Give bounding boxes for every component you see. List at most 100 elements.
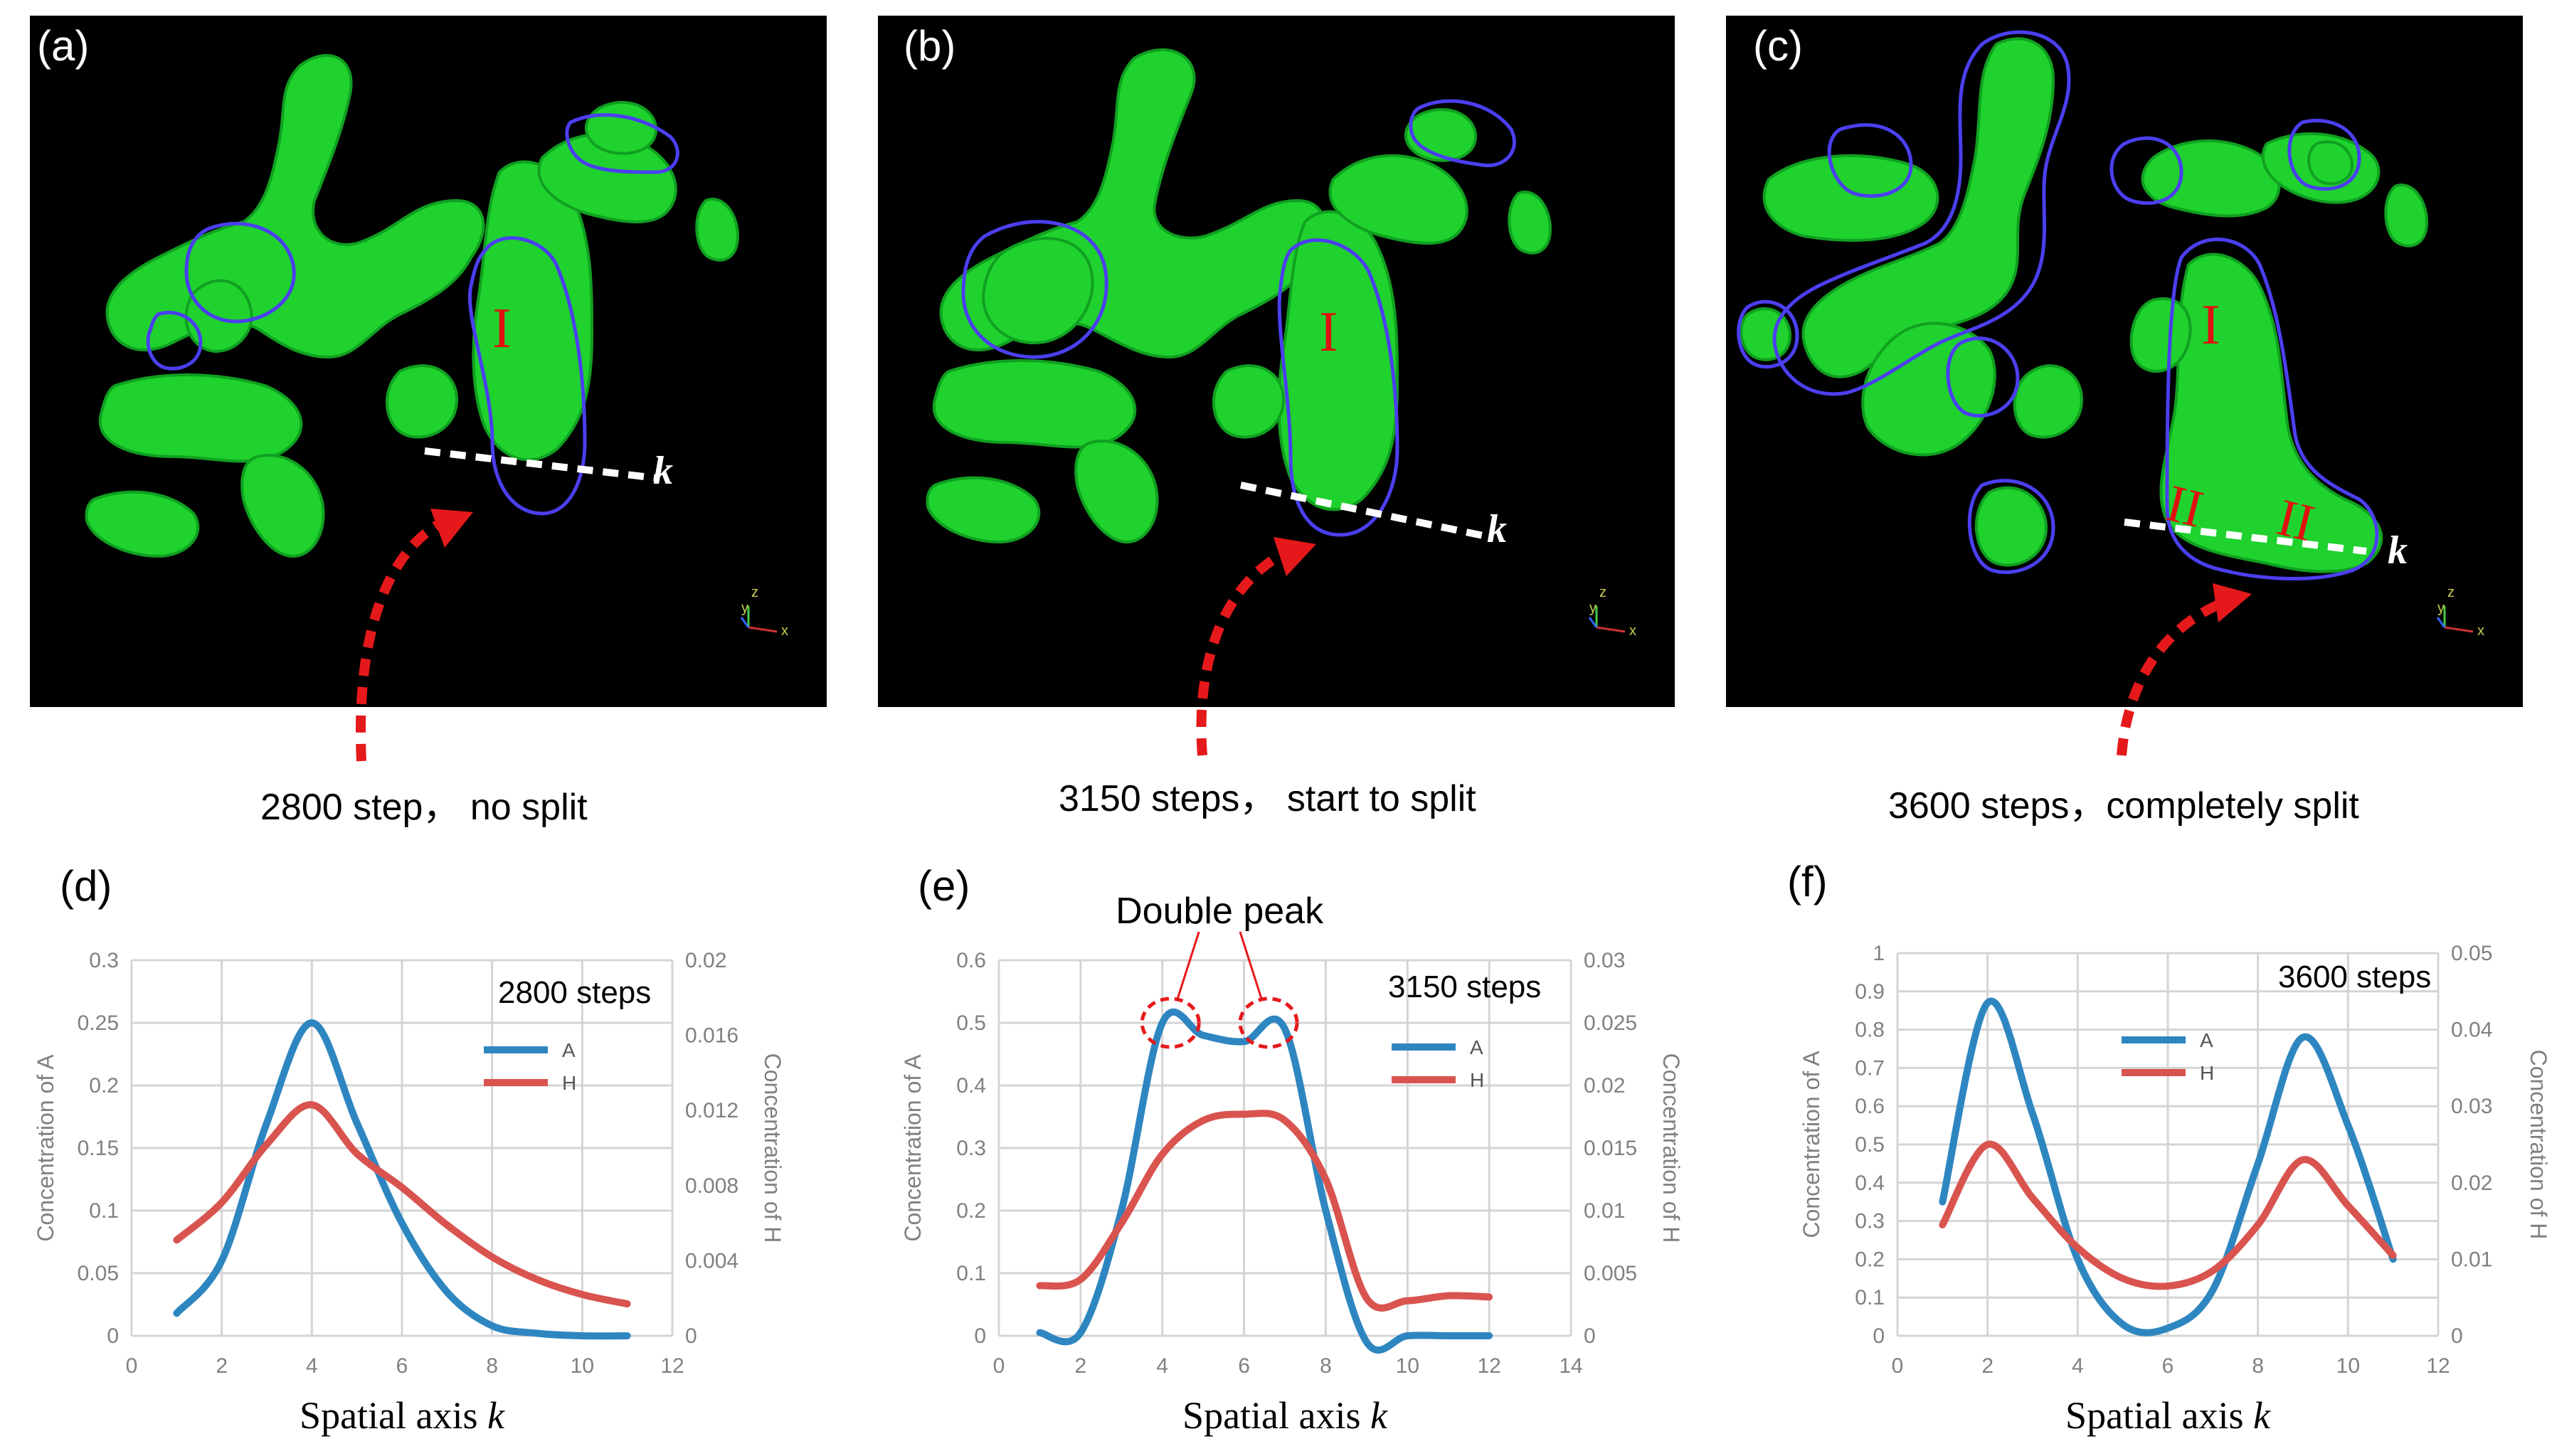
simulation-image-c: (c) I II II k z y x xyxy=(1726,16,2523,707)
series-line-H xyxy=(173,1101,631,1308)
axis-k-line-b xyxy=(1239,482,1626,633)
legend-label-H: H xyxy=(1470,1069,1484,1091)
x-tick-label: 10 xyxy=(1396,1354,1419,1378)
x-tick-label: 6 xyxy=(2162,1354,2174,1378)
y2-tick-label: 0.02 xyxy=(2451,1171,2492,1195)
axis-k-label-c: k xyxy=(2388,528,2408,573)
steps-annotation: 3150 steps xyxy=(1388,969,1541,1004)
y-axis-label: Concentration of A xyxy=(900,1054,926,1242)
caption-c: 3600 steps，completely split xyxy=(1888,785,2359,827)
y-tick-label: 0.25 xyxy=(78,1011,119,1035)
x-tick-label: 6 xyxy=(1238,1354,1250,1378)
y2-tick-label: 0 xyxy=(1584,1324,1596,1348)
y2-tick-label: 0.015 xyxy=(1584,1137,1637,1160)
pattern-render-c xyxy=(1737,30,2429,581)
y-tick-label: 0.4 xyxy=(1855,1171,1885,1195)
y2-tick-label: 0.01 xyxy=(1584,1199,1625,1223)
y-tick-label: 0.2 xyxy=(89,1074,119,1098)
x-tick-label: 4 xyxy=(1156,1354,1168,1378)
y2-axis-label: Concentration of H xyxy=(760,1053,785,1243)
chart-e-svg: 0 2 4 6 8 10 12 1400.10.20.30.40.50.600.0050.01… xyxy=(900,862,1684,1437)
y2-tick-label: 0 xyxy=(685,1324,697,1348)
y-tick-label: 0.4 xyxy=(956,1074,986,1098)
pattern-render-a xyxy=(85,53,740,558)
y-tick-label: 0.5 xyxy=(956,1011,986,1035)
axis-k-label-a: k xyxy=(653,449,673,493)
region-label-I-b: I xyxy=(1319,301,1338,363)
x-tick-label: 2 xyxy=(1981,1354,1994,1378)
y-axis-label: Concentration of A xyxy=(33,1054,58,1242)
y2-axis-label: Concentration of H xyxy=(2526,1050,2551,1240)
y2-tick-label: 0.008 xyxy=(685,1174,738,1198)
y2-tick-label: 0.05 xyxy=(2451,942,2492,965)
axis-k-line-c xyxy=(2124,519,2474,633)
x-axis-label-text: Spatial axis xyxy=(1182,1394,1370,1437)
simulation-image-a: (a) I k z y x xyxy=(30,16,827,707)
arrow-b-head xyxy=(1274,537,1316,576)
pattern-render-b xyxy=(926,48,1552,544)
y-tick-label: 0.15 xyxy=(78,1137,119,1160)
callout-leader xyxy=(1239,931,1263,999)
triad-y-c: y xyxy=(2437,600,2445,616)
x-tick-label: 2 xyxy=(216,1354,228,1378)
triad-x-c: x xyxy=(2477,623,2484,639)
x-tick-label: 8 xyxy=(1320,1354,1332,1378)
arrow-b xyxy=(1196,546,1291,756)
arrow-a xyxy=(356,518,444,762)
x-axis-label-text: Spatial axis xyxy=(300,1394,487,1437)
y-tick-label: 0 xyxy=(974,1324,986,1348)
x-tick-label: 12 xyxy=(2426,1354,2450,1378)
x-tick-label: 8 xyxy=(2252,1354,2264,1378)
y-tick-label: 0.05 xyxy=(78,1262,119,1285)
panel-label: (d) xyxy=(60,862,112,910)
triad-y-a: y xyxy=(741,600,748,616)
y-tick-label: 0.6 xyxy=(1855,1095,1885,1118)
caption-a: 2800 step， no split xyxy=(260,787,588,828)
y-tick-label: 0.7 xyxy=(1855,1056,1885,1080)
panel-label-c: (c) xyxy=(1753,22,1803,70)
y-tick-label: 1 xyxy=(1873,942,1885,965)
callout-leader xyxy=(1176,931,1200,999)
y-axis-label: Concentration of A xyxy=(1799,1051,1824,1238)
x-tick-label: 8 xyxy=(486,1354,498,1378)
y-tick-label: 0.2 xyxy=(956,1199,986,1223)
arrow-c xyxy=(2117,596,2229,756)
x-tick-label: 12 xyxy=(660,1354,684,1378)
x-tick-label: 0 xyxy=(1892,1354,1904,1378)
x-tick-label: 10 xyxy=(2336,1354,2360,1378)
legend-label-A: A xyxy=(562,1039,576,1061)
x-tick-label: 12 xyxy=(1477,1354,1500,1378)
x-tick-label: 14 xyxy=(1559,1354,1582,1378)
legend-label-A: A xyxy=(2200,1029,2213,1051)
x-tick-label: 2 xyxy=(1075,1354,1087,1378)
y2-tick-label: 0.012 xyxy=(685,1099,738,1122)
triad-z-a: z xyxy=(751,585,758,600)
y-tick-label: 0.1 xyxy=(1855,1286,1885,1309)
x-axis-label-var: k xyxy=(1370,1394,1388,1437)
peak-circle xyxy=(1238,997,1299,1049)
y2-tick-label: 0.02 xyxy=(685,949,726,972)
y-tick-label: 0 xyxy=(1873,1324,1885,1348)
x-axis-label-text: Spatial axis xyxy=(2065,1394,2253,1437)
axis-k-line-a xyxy=(424,447,778,633)
chart-d: 0 2 4 6 8 10 12 0 0.05 0.1 0.15 0.2 0.25 0.3 0 0.004 0.0… xyxy=(0,861,851,1451)
panel-label-b: (b) xyxy=(904,22,956,70)
y2-tick-label: 0.004 xyxy=(685,1249,738,1272)
legend-label-H: H xyxy=(2200,1062,2214,1084)
arrow-c-head xyxy=(2213,583,2252,622)
y-tick-label: 0.5 xyxy=(1855,1133,1885,1157)
triad-z-b: z xyxy=(1599,585,1606,600)
steps-annotation: 3600 steps xyxy=(2278,960,2431,994)
x-tick-label: 0 xyxy=(126,1354,138,1378)
triad-y-b: y xyxy=(1589,600,1597,616)
y-tick-label: 0.3 xyxy=(1855,1210,1885,1233)
y-tick-label: 0 xyxy=(107,1324,119,1348)
y2-tick-label: 0.025 xyxy=(1584,1011,1637,1035)
x-axis-label: Spatial axis k xyxy=(1182,1394,1388,1437)
y2-tick-label: 0.03 xyxy=(1584,949,1625,972)
y-tick-label: 0.6 xyxy=(956,949,986,972)
x-tick-label: 4 xyxy=(2072,1354,2084,1378)
y-tick-label: 0.3 xyxy=(956,1137,986,1160)
x-tick-label: 0 xyxy=(993,1354,1005,1378)
chart-d-svg: 0 2 4 6 8 10 1200.050.10.150.20.250.300.0040.0… xyxy=(33,862,785,1437)
